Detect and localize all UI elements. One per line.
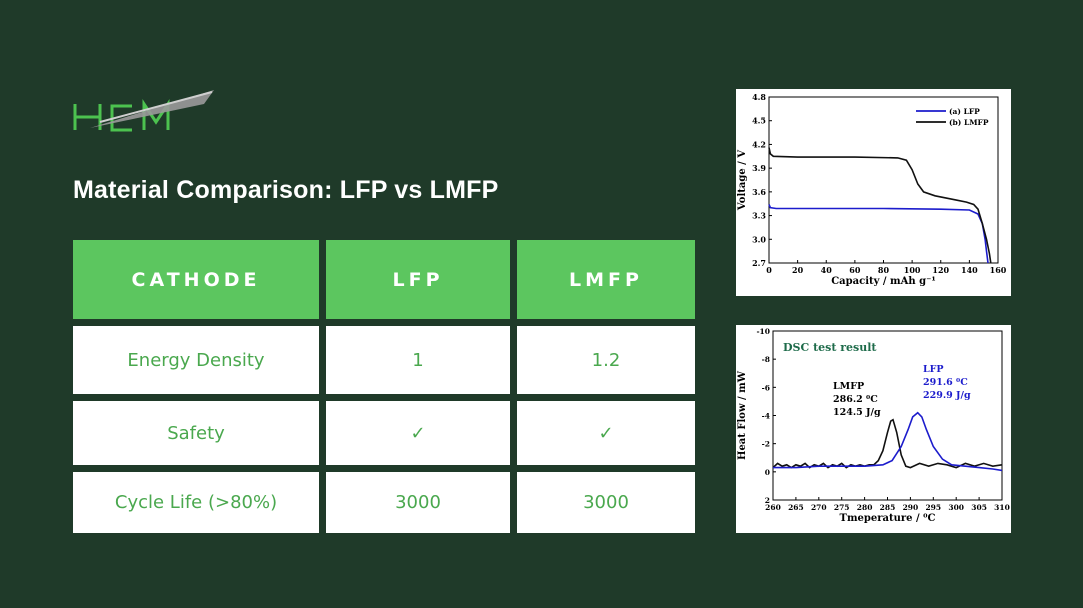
x-tick-label: 270 (811, 503, 827, 512)
y-tick-label: 3.6 (752, 187, 766, 197)
safety-lfp-check: ✓ (326, 401, 510, 465)
annotation-lmfp: 286.2 ⁰C (833, 394, 878, 405)
header-lmfp: LMFP (517, 240, 695, 319)
x-tick-label: 290 (903, 503, 919, 512)
dsc-chart-panel: 260 265 270 275 280 285 290 295 300 305 310 -10 -8 -6… (736, 325, 1011, 533)
y-tick-label: 3.3 (752, 211, 766, 221)
y-tick-label: -10 (756, 327, 770, 336)
series-line-lfp (773, 411, 1003, 472)
legend-label: (b) LMFP (949, 118, 989, 127)
series-line-lmfp (772, 418, 1003, 469)
annotation-lfp: 229.9 J/g (923, 390, 971, 401)
x-tick-label: 310 (994, 503, 1010, 512)
x-tick-label: 265 (788, 503, 804, 512)
hcm-logo (73, 90, 214, 132)
x-tick-label: 275 (834, 503, 850, 512)
x-tick-label: 280 (857, 503, 873, 512)
annotation-lmfp: 124.5 J/g (833, 407, 881, 418)
chart-title: DSC test result (783, 341, 877, 354)
page-title: Material Comparison: LFP vs LMFP (73, 176, 499, 204)
annotation-lfp: 291.6 ⁰C (923, 377, 968, 388)
y-axis-label: Heat Flow / mW (737, 370, 748, 460)
dsc-chart: 260 265 270 275 280 285 290 295 300 305 310 -10 -8 -6… (737, 327, 1010, 524)
y-tick-label: 4.2 (752, 139, 766, 149)
y-tick-label: -2 (762, 440, 770, 449)
energy-density-lfp: 1 (326, 326, 510, 394)
voltage-capacity-chart-panel: 0 20 40 60 80 100 120 140 160 2.7 3.0 3.3 3.6 3.9 4.2 4… (736, 89, 1011, 296)
x-tick-label: 295 (925, 503, 941, 512)
series-line-blmfp (768, 147, 992, 264)
x-tick-label: 300 (948, 503, 964, 512)
y-tick-label: 2.7 (752, 258, 766, 268)
x-tick-label: 20 (792, 265, 804, 275)
x-axis-label: Tmeperature / ⁰C (840, 513, 936, 524)
annotation-lmfp: LMFP (833, 381, 864, 392)
y-tick-label: 3.0 (752, 234, 766, 244)
x-tick-label: 120 (932, 265, 949, 275)
cycle-life-lfp: 3000 (326, 472, 510, 533)
y-tick-label: 0 (765, 468, 770, 477)
safety-lmfp-check: ✓ (517, 401, 695, 465)
y-tick-label: 3.9 (752, 163, 766, 173)
annotation-lfp: LFP (923, 364, 944, 375)
header-lfp: LFP (326, 240, 510, 319)
y-tick-label: 4.5 (752, 116, 766, 126)
y-tick-label: 2 (765, 496, 770, 505)
plot-frame (772, 330, 1003, 501)
x-tick-label: 305 (971, 503, 987, 512)
y-tick-label: -4 (762, 412, 770, 421)
x-tick-label: 100 (904, 265, 921, 275)
y-tick-label: -6 (762, 383, 770, 392)
x-tick-label: 285 (880, 503, 896, 512)
y-axis-label: Voltage / V (737, 150, 748, 211)
legend-label: (a) LFP (949, 107, 980, 116)
row-label-energy-density: Energy Density (73, 326, 319, 394)
x-tick-label: 140 (961, 265, 978, 275)
y-tick-label: -8 (762, 355, 770, 364)
x-tick-label: 0 (766, 265, 772, 275)
x-tick-label: 80 (878, 265, 890, 275)
series-line-alfp (768, 204, 989, 264)
energy-density-lmfp: 1.2 (517, 326, 695, 394)
cycle-life-lmfp: 3000 (517, 472, 695, 533)
x-axis-label: Capacity / mAh g⁻¹ (831, 276, 936, 287)
x-tick-label: 260 (765, 503, 781, 512)
x-tick-label: 40 (821, 265, 833, 275)
y-tick-label: 4.8 (752, 92, 766, 102)
row-label-cycle-life: Cycle Life (>80%) (73, 472, 319, 533)
x-tick-label: 160 (990, 265, 1007, 275)
row-label-safety: Safety (73, 401, 319, 465)
header-cathode: CATHODE (73, 240, 319, 319)
voltage-capacity-chart: 0 20 40 60 80 100 120 140 160 2.7 3.0 3.3 3.6 3.9 4.2 4… (737, 92, 1007, 287)
x-tick-label: 60 (849, 265, 861, 275)
